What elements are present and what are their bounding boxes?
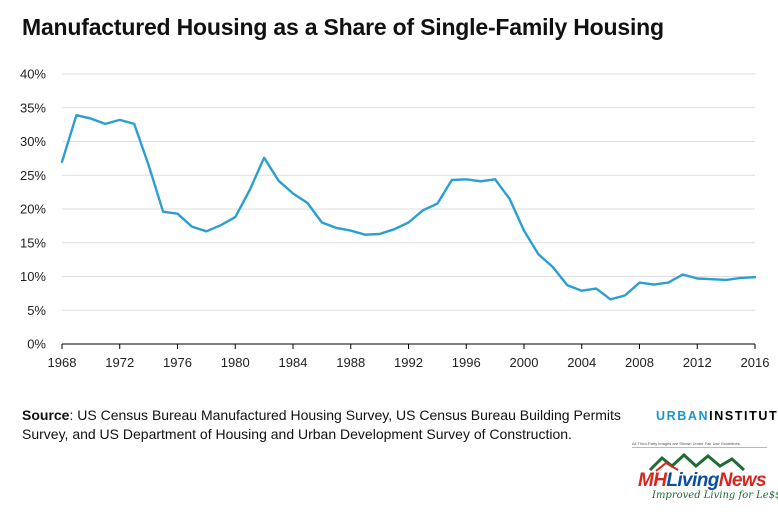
mhlivingnews-logo: MHLivingNews Improved Living for Le$$ [628, 450, 778, 508]
urban-institute-logo: URBANINSTITUTE [656, 409, 778, 423]
mh-part1: MH [638, 470, 667, 491]
x-tick-label: 1976 [163, 355, 192, 370]
y-tick-label: 30% [20, 134, 46, 149]
x-axis: 1968 1972 1976 1980 1984 1988 1992 1996 2000 2004… [48, 344, 770, 370]
y-tick-label: 40% [20, 67, 46, 82]
y-tick-label: 10% [20, 269, 46, 284]
x-tick-label: 2016 [741, 355, 770, 370]
mh-part3: News [718, 470, 767, 491]
urban-logo-part1: URBAN [656, 409, 710, 423]
x-tick-label: 1968 [48, 355, 77, 370]
line-chart: 0%5%10%15%20%25%30%35%40% 1968 1972 1976 19… [20, 67, 770, 371]
x-tick-label: 2004 [567, 355, 596, 370]
source-label: Source [22, 407, 70, 423]
chart-title: Manufactured Housing as a Share of Singl… [22, 14, 664, 40]
x-tick-label: 1992 [394, 355, 423, 370]
x-tick-label: 2012 [683, 355, 712, 370]
y-tick-label: 0% [27, 337, 46, 352]
series-line-0 [60, 113, 757, 301]
fair-use-note: All Third-Party images are Shown Under F… [632, 441, 767, 448]
y-tick-label: 20% [20, 202, 46, 217]
x-tick-label: 1980 [221, 355, 250, 370]
x-tick-label: 1972 [105, 355, 134, 370]
x-tick-label: 1996 [452, 355, 481, 370]
series-group [60, 113, 757, 301]
x-tick-label: 2000 [510, 355, 539, 370]
source-note: Source: US Census Bureau Manufactured Ho… [22, 406, 632, 444]
x-tick-label: 2008 [625, 355, 654, 370]
mh-part2: Living [666, 470, 719, 491]
source-text: : US Census Bureau Manufactured Housing … [22, 407, 621, 442]
y-tick-label: 35% [20, 100, 46, 115]
y-tick-label: 5% [27, 303, 46, 318]
x-tick-label: 1988 [336, 355, 365, 370]
x-tick-label: 1984 [279, 355, 308, 370]
urban-logo-part2: INSTITUTE [709, 409, 778, 423]
y-axis: 0% 5% 10% 15% 20% 25% 30% 35% 40% [20, 67, 46, 352]
y-tick-label: 25% [20, 168, 46, 183]
y-tick-label: 15% [20, 235, 46, 250]
mh-tagline: Improved Living for Le$$ [652, 490, 778, 501]
house-roofs-icon [648, 452, 746, 472]
grid-lines [62, 73, 755, 345]
mhlivingnews-wordmark: MHLivingNews [638, 470, 767, 492]
